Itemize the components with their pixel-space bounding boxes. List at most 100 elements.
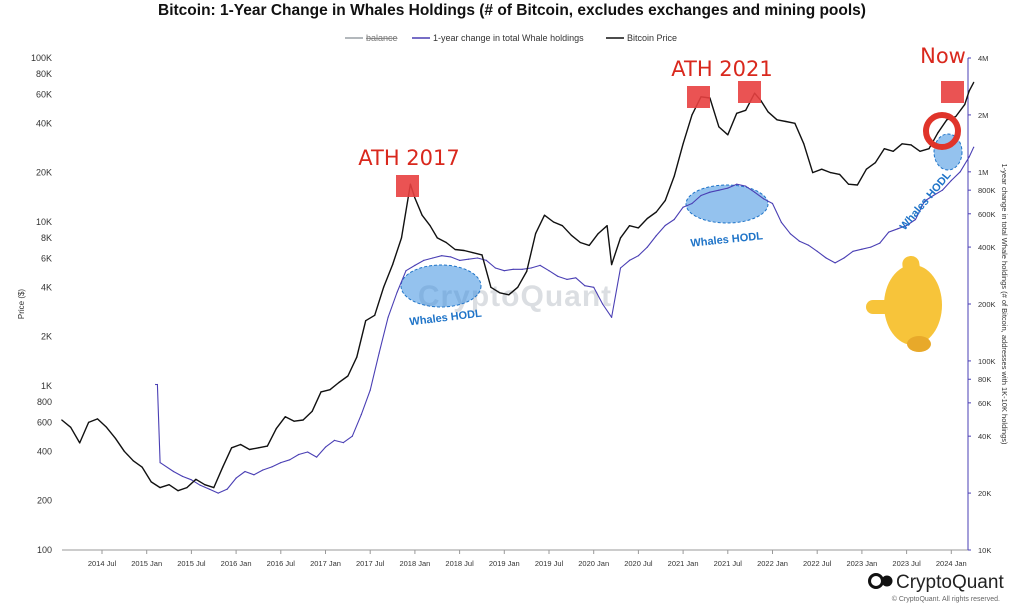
data-point bbox=[611, 316, 613, 318]
legend-item-bitcoin-price[interactable]: Bitcoin Price bbox=[606, 33, 677, 43]
data-point bbox=[673, 218, 675, 221]
data-point bbox=[521, 268, 523, 270]
x-tick-label: 2023 Jul bbox=[892, 559, 921, 568]
y-right-tick-label: 800K bbox=[978, 186, 996, 195]
data-point bbox=[222, 466, 224, 468]
data-point bbox=[570, 234, 573, 236]
data-point bbox=[816, 250, 818, 252]
y-left-tick-label: 100K bbox=[31, 53, 52, 63]
data-point bbox=[280, 462, 282, 464]
data-point bbox=[199, 484, 201, 486]
y-right-tick-label: 2M bbox=[978, 111, 988, 120]
data-point bbox=[718, 126, 720, 128]
data-point bbox=[955, 115, 957, 118]
data-point bbox=[785, 120, 787, 123]
data-point bbox=[870, 246, 872, 248]
data-point bbox=[186, 487, 188, 489]
hodl-highlight-2018 bbox=[400, 264, 482, 308]
annotation-ath-2017: ATH 2017 bbox=[358, 146, 459, 170]
data-point bbox=[275, 428, 277, 430]
data-point bbox=[682, 143, 684, 145]
data-point bbox=[637, 227, 640, 229]
ath-2021a-marker bbox=[687, 86, 710, 108]
x-tick-label: 2016 Jul bbox=[267, 559, 296, 568]
x-tick-label: 2022 Jan bbox=[757, 559, 788, 568]
data-point bbox=[847, 183, 850, 185]
data-point bbox=[959, 171, 961, 173]
data-point bbox=[61, 419, 63, 421]
data-point bbox=[168, 484, 170, 486]
data-point bbox=[463, 249, 465, 252]
x-tick-label: 2014 Jul bbox=[88, 559, 117, 568]
data-point bbox=[709, 191, 711, 193]
data-point bbox=[96, 418, 99, 420]
y-left-tick-label: 6K bbox=[41, 253, 52, 263]
data-point bbox=[177, 490, 179, 492]
data-point bbox=[445, 241, 447, 244]
legend: balance 1-year change in total Whale hol… bbox=[345, 33, 677, 43]
data-point bbox=[691, 114, 693, 116]
data-point bbox=[973, 146, 975, 148]
data-point bbox=[852, 250, 854, 252]
data-point bbox=[619, 237, 622, 239]
data-point bbox=[235, 477, 237, 479]
data-point bbox=[432, 257, 434, 259]
data-point bbox=[946, 119, 948, 121]
data-point bbox=[745, 109, 747, 111]
data-point bbox=[405, 270, 407, 272]
y-right-tick-label: 80K bbox=[978, 375, 991, 384]
data-point bbox=[383, 286, 385, 288]
hodl-highlight-2021 bbox=[685, 184, 769, 224]
data-point bbox=[830, 172, 832, 174]
legend-label-whale-change: 1-year change in total Whale holdings bbox=[433, 33, 584, 43]
data-point bbox=[579, 241, 581, 244]
data-point bbox=[941, 189, 944, 191]
data-point bbox=[289, 459, 291, 461]
y-right-axis-ticks: 10K 20K 40K 60K 80K 100K 200K 400K 600K 800K 1M 2M 4… bbox=[968, 54, 996, 555]
chart-title: Bitcoin: 1-Year Change in Whales Holding… bbox=[158, 2, 866, 19]
data-point bbox=[231, 447, 233, 449]
data-point bbox=[320, 391, 322, 393]
data-point bbox=[454, 248, 456, 251]
data-point bbox=[606, 225, 608, 227]
data-point bbox=[114, 437, 116, 439]
data-point bbox=[503, 270, 505, 272]
x-tick-label: 2024 Jan bbox=[936, 559, 967, 568]
data-point bbox=[892, 150, 894, 152]
data-point bbox=[932, 194, 935, 197]
data-point bbox=[700, 194, 702, 197]
data-point bbox=[472, 252, 474, 254]
data-point bbox=[156, 383, 158, 386]
data-point bbox=[284, 416, 286, 418]
data-point bbox=[421, 214, 423, 216]
data-point bbox=[655, 235, 657, 237]
annotation-hodl-2024: Whales HODL bbox=[898, 169, 954, 233]
y-left-tick-label: 8K bbox=[41, 233, 52, 243]
data-point bbox=[897, 228, 899, 230]
data-point bbox=[727, 187, 729, 189]
data-point bbox=[968, 90, 970, 92]
data-point bbox=[360, 414, 362, 416]
data-point bbox=[204, 484, 206, 486]
data-point bbox=[843, 257, 845, 259]
data-point bbox=[512, 268, 514, 270]
annotation-ath-2021: ATH 2021 bbox=[671, 57, 772, 81]
data-point bbox=[70, 426, 72, 428]
data-point bbox=[906, 224, 908, 227]
x-tick-label: 2015 Jul bbox=[177, 559, 206, 568]
data-point bbox=[883, 148, 885, 150]
data-point bbox=[485, 259, 487, 261]
data-point bbox=[266, 445, 268, 447]
data-point bbox=[664, 200, 666, 202]
data-point bbox=[253, 474, 255, 476]
legend-item-balance[interactable]: balance bbox=[345, 33, 398, 43]
y-right-tick-label: 200K bbox=[978, 300, 996, 309]
y-left-tick-label: 60K bbox=[36, 89, 52, 99]
legend-item-whale-change[interactable]: 1-year change in total Whale holdings bbox=[412, 33, 584, 43]
data-point bbox=[257, 447, 260, 449]
data-point bbox=[584, 285, 586, 287]
data-point bbox=[566, 278, 568, 280]
data-point bbox=[718, 189, 720, 191]
data-point bbox=[526, 270, 528, 272]
data-point bbox=[736, 112, 738, 114]
